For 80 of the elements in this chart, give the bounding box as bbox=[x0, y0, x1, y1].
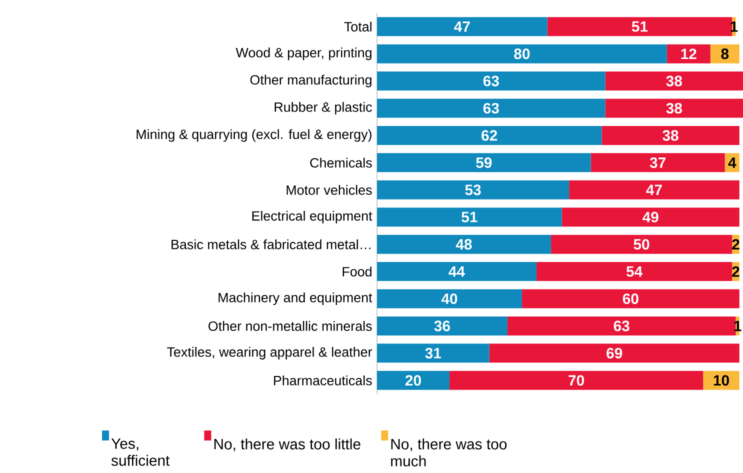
data-label: 8 bbox=[721, 48, 729, 60]
data-label: 63 bbox=[483, 102, 499, 114]
y-tick-label: Basic metals & fabricated metal… bbox=[172, 239, 370, 250]
data-label: 59 bbox=[476, 157, 492, 168]
data-label: 31 bbox=[425, 348, 442, 358]
bar bbox=[377, 289, 522, 308]
y-tick-label: Motor vehicles bbox=[286, 184, 372, 195]
bar bbox=[550, 234, 732, 254]
legend-label: Yes, sufficient bbox=[111, 438, 170, 466]
data-label: 38 bbox=[666, 76, 682, 86]
data-label: 49 bbox=[642, 212, 658, 222]
y-tick-label: Mining & quarrying (excl. fuel & energy) bbox=[136, 129, 372, 142]
data-label: 54 bbox=[626, 266, 643, 277]
data-label: 60 bbox=[622, 293, 638, 304]
bar bbox=[377, 17, 548, 36]
bar bbox=[569, 180, 740, 200]
y-tick-label: Machinery and equipment bbox=[218, 292, 372, 306]
data-label: 40 bbox=[441, 293, 458, 304]
data-label: 12 bbox=[681, 48, 696, 60]
bar bbox=[666, 44, 710, 64]
data-label: 70 bbox=[568, 375, 584, 386]
data-label: 47 bbox=[454, 21, 470, 32]
bar bbox=[377, 344, 490, 363]
data-label: 63 bbox=[614, 320, 630, 332]
bar bbox=[489, 344, 740, 363]
bar bbox=[602, 126, 740, 145]
y-tick-label: Pharmaceuticals bbox=[274, 375, 372, 386]
data-label: 20 bbox=[405, 375, 421, 386]
data-label: 10 bbox=[714, 375, 729, 386]
bar bbox=[377, 72, 606, 91]
bar bbox=[449, 370, 704, 390]
data-label: 51 bbox=[462, 212, 478, 222]
bar bbox=[377, 234, 551, 254]
data-label: 69 bbox=[606, 348, 622, 358]
bar bbox=[547, 17, 732, 36]
bar bbox=[377, 208, 562, 227]
data-label: 36 bbox=[434, 320, 450, 332]
data-label: 63 bbox=[483, 76, 499, 86]
y-tick-label: Wood & paper, printing bbox=[236, 48, 372, 60]
y-tick-label: Chemicals bbox=[310, 158, 372, 168]
bar bbox=[590, 153, 725, 172]
data-label: 38 bbox=[666, 102, 682, 114]
y-tick-label: Total bbox=[344, 22, 372, 32]
bar bbox=[377, 262, 536, 282]
y-tick-label: Food bbox=[342, 266, 372, 276]
bar bbox=[562, 208, 740, 227]
bar bbox=[377, 98, 606, 118]
bar bbox=[703, 370, 740, 390]
data-label: 4 bbox=[728, 158, 736, 168]
data-label: 62 bbox=[482, 130, 498, 141]
y-tick-label: Textiles, wearing apparel & leather bbox=[167, 346, 372, 360]
bar bbox=[536, 262, 732, 282]
data-label: 44 bbox=[448, 266, 465, 277]
y-tick-label: Electrical equipment bbox=[252, 210, 372, 224]
data-label: 53 bbox=[465, 184, 481, 196]
y-tick-label: Other non-metallic minerals bbox=[208, 321, 372, 331]
bar bbox=[377, 316, 508, 336]
data-label: 2 bbox=[732, 266, 740, 277]
legend-label: No, there was too much bbox=[391, 438, 507, 466]
data-label: 48 bbox=[456, 239, 472, 250]
y-tick-label: Other manufacturing bbox=[250, 74, 372, 88]
bar bbox=[377, 370, 450, 390]
bar bbox=[605, 72, 743, 91]
bar bbox=[507, 316, 736, 336]
data-label: 80 bbox=[514, 48, 530, 60]
data-label: 38 bbox=[662, 130, 678, 141]
data-label: 37 bbox=[650, 157, 666, 168]
y-tick-label: Rubber & plastic bbox=[274, 102, 372, 115]
legend-label: No, there was too little bbox=[214, 438, 360, 452]
bar bbox=[710, 44, 740, 64]
bar bbox=[377, 180, 570, 200]
bar bbox=[377, 153, 591, 172]
data-label: 2 bbox=[732, 239, 740, 250]
data-label: 47 bbox=[646, 184, 662, 196]
bar bbox=[377, 126, 602, 145]
bar bbox=[522, 289, 740, 308]
bar bbox=[605, 98, 743, 118]
data-label: 51 bbox=[632, 21, 648, 32]
bar bbox=[377, 44, 667, 64]
data-label: 50 bbox=[634, 239, 650, 250]
